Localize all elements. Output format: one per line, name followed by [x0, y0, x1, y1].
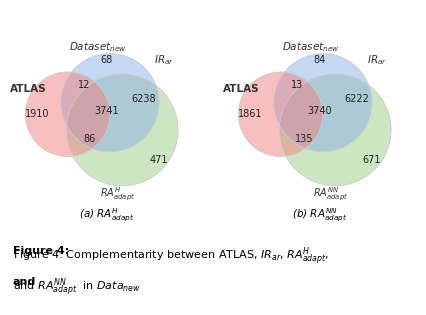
Text: (a) $RA^{H}_{adapt}$: (a) $RA^{H}_{adapt}$ [79, 207, 134, 224]
Circle shape [239, 72, 323, 157]
Text: $Dataset_{new}$: $Dataset_{new}$ [69, 41, 127, 54]
Circle shape [61, 54, 159, 152]
Text: 471: 471 [150, 155, 168, 165]
Circle shape [66, 74, 178, 186]
Text: 86: 86 [83, 135, 95, 145]
Text: 84: 84 [314, 55, 325, 65]
Text: Figure 4:: Figure 4: [13, 246, 69, 256]
Text: 6222: 6222 [345, 94, 369, 104]
Text: $IR_{ar}$: $IR_{ar}$ [154, 53, 175, 66]
Text: 1910: 1910 [25, 109, 49, 119]
Text: and: and [13, 277, 36, 287]
Text: 1861: 1861 [238, 109, 262, 119]
Text: ATLAS: ATLAS [10, 84, 46, 94]
Text: 68: 68 [101, 55, 112, 65]
Text: 13: 13 [291, 80, 303, 90]
Text: $Dataset_{new}$: $Dataset_{new}$ [282, 41, 340, 54]
Circle shape [279, 74, 391, 186]
Text: 6238: 6238 [132, 94, 156, 104]
Text: Figure 4: Complementarity between ATLAS, $IR_{ar}$, $RA^{H}_{adapt}$,: Figure 4: Complementarity between ATLAS,… [13, 246, 329, 268]
Text: 3741: 3741 [94, 106, 119, 116]
Text: 12: 12 [78, 80, 90, 90]
Text: (b) $RA^{NN}_{adapt}$: (b) $RA^{NN}_{adapt}$ [292, 207, 347, 224]
Text: $IR_{ar}$: $IR_{ar}$ [367, 53, 388, 66]
Text: 3740: 3740 [307, 106, 332, 116]
Circle shape [26, 72, 110, 157]
Text: 671: 671 [363, 155, 381, 165]
Text: ATLAS: ATLAS [223, 84, 259, 94]
Text: $RA^{H}_{adapt}$: $RA^{H}_{adapt}$ [101, 185, 136, 203]
Text: and $RA^{NN}_{adapt}$  in $Data_{new}$: and $RA^{NN}_{adapt}$ in $Data_{new}$ [13, 277, 141, 299]
Text: $RA^{NN}_{adapt}$: $RA^{NN}_{adapt}$ [314, 185, 349, 203]
Text: 135: 135 [294, 135, 313, 145]
Circle shape [274, 54, 372, 152]
